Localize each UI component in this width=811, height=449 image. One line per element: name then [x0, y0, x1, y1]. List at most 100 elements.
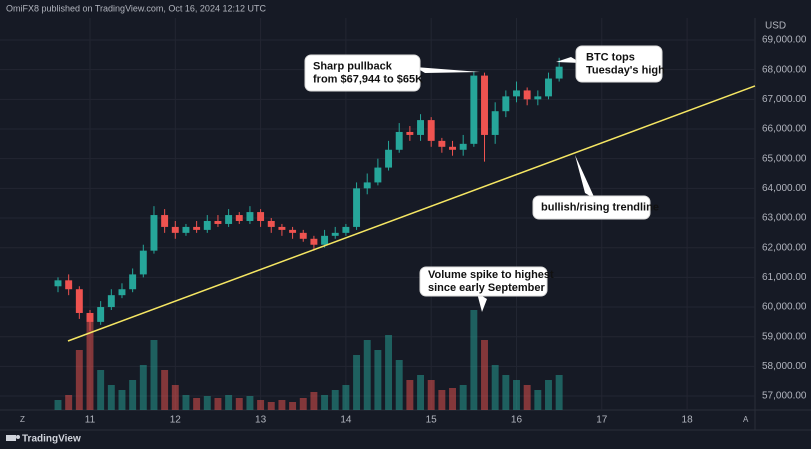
candle-body	[523, 90, 531, 100]
candle-body	[395, 131, 403, 150]
x-tick-label: 16	[511, 415, 523, 426]
volume-bar	[310, 392, 318, 410]
volume-bar	[118, 390, 126, 410]
candle-body	[267, 220, 275, 227]
candle-body	[193, 226, 201, 230]
y-tick-label: 59,000.00	[762, 331, 807, 342]
footer-logo: TradingView	[22, 434, 81, 445]
callout-text: bullish/rising trendline	[541, 201, 659, 213]
volume-bar	[459, 385, 467, 410]
y-tick-label: 61,000.00	[762, 272, 807, 283]
volume-bar	[225, 395, 233, 410]
candle-body	[555, 66, 563, 79]
candle-body	[225, 215, 233, 224]
volume-bar	[523, 385, 531, 410]
x-tick-label: 13	[255, 415, 267, 426]
volume-bar	[267, 402, 275, 410]
y-tick-label: 58,000.00	[762, 361, 807, 372]
candle-body	[150, 215, 158, 251]
candle-body	[182, 226, 190, 233]
callout-pointer	[415, 67, 480, 73]
candle-body	[385, 149, 393, 168]
callout-text: Volume spike to highest	[428, 269, 554, 281]
candle-body	[139, 250, 147, 275]
volume-bar	[438, 390, 446, 410]
candle-body	[246, 212, 254, 221]
candle-body	[534, 96, 542, 100]
candle-body	[203, 220, 211, 230]
volume-bar	[321, 395, 329, 410]
candle-body	[107, 295, 115, 308]
volume-bar	[65, 395, 73, 410]
volume-bar	[150, 340, 158, 410]
candle-body	[374, 167, 382, 183]
candle-body	[513, 90, 520, 97]
volume-bar	[353, 355, 361, 410]
candle-body	[289, 229, 297, 233]
volume-bar	[299, 398, 307, 410]
y-tick-label: 69,000.00	[762, 35, 807, 46]
volume-bar	[534, 390, 542, 410]
y-tick-label: 57,000.00	[762, 391, 807, 402]
volume-bar	[406, 380, 414, 410]
candle-body	[331, 232, 339, 236]
candle-body	[118, 289, 126, 296]
callout-pointer	[556, 57, 581, 63]
candle-body	[353, 188, 361, 227]
candle-body	[363, 182, 371, 189]
y-tick-label: 65,000.00	[762, 153, 807, 164]
candle-body	[449, 146, 456, 150]
callout-pointer	[575, 155, 595, 199]
volume-bar	[129, 380, 137, 410]
candle-body	[129, 274, 137, 290]
volume-bar	[235, 398, 243, 410]
candle-body	[310, 238, 318, 245]
candle-body	[278, 226, 286, 230]
z-icon: Z	[20, 415, 25, 424]
volume-bar	[107, 385, 115, 410]
volume-bar	[491, 365, 499, 410]
callout-box	[419, 266, 548, 297]
volume-bar	[385, 335, 393, 410]
candle-body	[97, 307, 105, 322]
candle-body	[438, 140, 446, 147]
candle-body	[299, 232, 307, 239]
currency: USD	[765, 21, 786, 32]
volume-bar	[427, 380, 435, 410]
candle-body	[502, 96, 510, 112]
volume-bar	[363, 340, 371, 410]
callout-text: BTC tops	[586, 51, 635, 63]
y-tick-label: 62,000.00	[762, 242, 807, 253]
callout-pointer	[477, 293, 487, 312]
header: OmiFX8 published on TradingView.com, Oct…	[6, 3, 266, 13]
y-tick-label: 60,000.00	[762, 302, 807, 313]
volume-bar	[374, 350, 382, 410]
volume-bar	[214, 398, 222, 410]
x-tick-label: 14	[340, 415, 352, 426]
candle-body	[257, 212, 265, 221]
x-tick-label: 11	[85, 415, 96, 426]
volume-bar	[555, 375, 563, 410]
callout-box	[304, 54, 421, 92]
volume-bar	[470, 310, 478, 410]
candle-body	[406, 131, 414, 135]
candle-body	[417, 120, 424, 135]
y-tick-label: 63,000.00	[762, 213, 807, 224]
volume-bar	[545, 380, 552, 410]
volume-bar	[342, 385, 350, 410]
a-icon: A	[743, 415, 749, 424]
candle-body	[214, 220, 222, 224]
callout-text: Sharp pullback	[313, 60, 393, 72]
volume-bar	[513, 380, 520, 410]
x-tick-label: 15	[426, 415, 438, 426]
x-tick-label: 12	[170, 415, 182, 426]
candle-body	[54, 280, 62, 287]
candle-body	[65, 280, 73, 290]
candle-body	[491, 111, 499, 135]
candle-body	[459, 143, 467, 150]
volume-bar	[449, 388, 456, 410]
